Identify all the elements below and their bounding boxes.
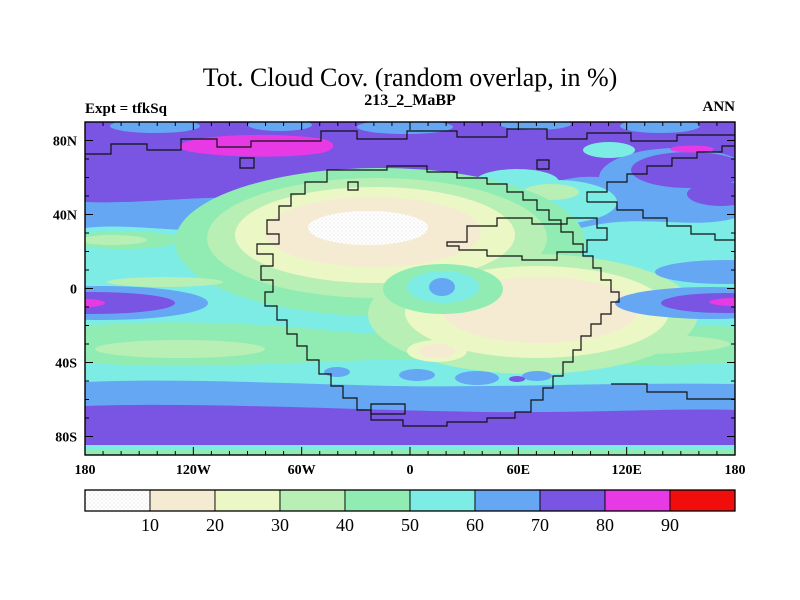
plot-title: Tot. Cloud Cov. (random overlap, in %) <box>203 63 618 92</box>
coastline <box>611 383 735 400</box>
coastline-layer <box>85 128 735 427</box>
colorbar-tick-label: 70 <box>531 515 549 535</box>
axis-ticks <box>85 122 735 455</box>
colorbar-tick-label: 50 <box>401 515 419 535</box>
colorbar-segment <box>279 489 346 512</box>
map-panel <box>84 121 736 456</box>
contour-region <box>509 376 525 382</box>
colorbar-segment <box>539 489 606 512</box>
contour-region <box>499 122 571 130</box>
season-label: ANN <box>703 99 736 115</box>
colorbar-tick-label: 80 <box>596 515 614 535</box>
lon-tick-label: 120E <box>611 463 641 478</box>
contour-region <box>95 340 265 358</box>
colorbar-segment <box>344 489 411 512</box>
colorbar-tick-label: 40 <box>336 515 354 535</box>
contour-region <box>670 145 714 153</box>
coastline <box>370 403 406 415</box>
coastline <box>239 157 255 169</box>
contour-region <box>248 122 312 131</box>
lon-tick-label: 0 <box>407 463 414 478</box>
contour-region <box>107 277 223 287</box>
plot-subtitle: 213_2_MaBP <box>364 92 456 109</box>
experiment-label: Expt = tfkSq <box>85 101 168 117</box>
contour-region <box>631 152 735 188</box>
contour-region <box>85 292 175 314</box>
coastline <box>586 145 735 202</box>
lon-tick-label: 180 <box>75 463 96 478</box>
colorbar-tick-label: 90 <box>661 515 679 535</box>
colorbar-tick-label: 60 <box>466 515 484 535</box>
colorbar-tick-label: 10 <box>141 515 159 535</box>
coastline <box>536 159 550 170</box>
contour-region <box>661 293 735 313</box>
lat-tick-label: 80N <box>53 135 77 150</box>
contour-region <box>620 122 700 133</box>
contour-region <box>324 367 350 377</box>
contour-region <box>583 142 635 158</box>
contour-region <box>455 371 499 385</box>
axis-labels: 80N 40N 0 40S 80S 180 120W 60W 0 60E 120E 180 <box>53 135 746 479</box>
lat-tick-label: 80S <box>55 431 77 446</box>
coastline <box>347 181 359 191</box>
contour-region <box>655 260 735 284</box>
contour-region <box>110 122 200 133</box>
lon-tick-label: 120W <box>176 463 211 478</box>
colorbar-segment <box>214 489 281 512</box>
colorbar: 10 20 30 40 50 60 70 80 90 <box>84 489 736 535</box>
colorbar-segment <box>669 489 736 512</box>
lat-tick-label: 40S <box>55 357 77 372</box>
coastline <box>256 165 620 427</box>
colorbar-frame <box>84 489 736 512</box>
colorbar-segment <box>604 489 671 512</box>
colorbar-segment <box>149 489 216 512</box>
contour-region <box>429 278 455 296</box>
colorbar-segment <box>84 489 151 512</box>
contour-region <box>85 299 105 307</box>
coastline <box>446 217 608 261</box>
lon-tick-label: 60W <box>288 463 316 478</box>
contour-region <box>399 369 435 381</box>
coastline <box>587 201 735 241</box>
contour-region <box>709 298 735 306</box>
lat-tick-label: 0 <box>70 283 77 298</box>
contour-region <box>85 235 147 245</box>
contour-region <box>687 182 735 206</box>
contour-region <box>179 134 334 157</box>
colorbar-segment <box>474 489 541 512</box>
colorbar-tick-label: 30 <box>271 515 289 535</box>
colorbar-tick-label: 20 <box>206 515 224 535</box>
colorbar-segment <box>409 489 476 512</box>
lat-tick-label: 40N <box>53 209 77 224</box>
contour-region <box>419 344 455 358</box>
contour-region <box>308 211 428 245</box>
lon-tick-label: 180 <box>725 463 746 478</box>
coastline <box>85 128 735 155</box>
lon-tick-label: 60E <box>507 463 530 478</box>
contour-region <box>522 371 552 381</box>
